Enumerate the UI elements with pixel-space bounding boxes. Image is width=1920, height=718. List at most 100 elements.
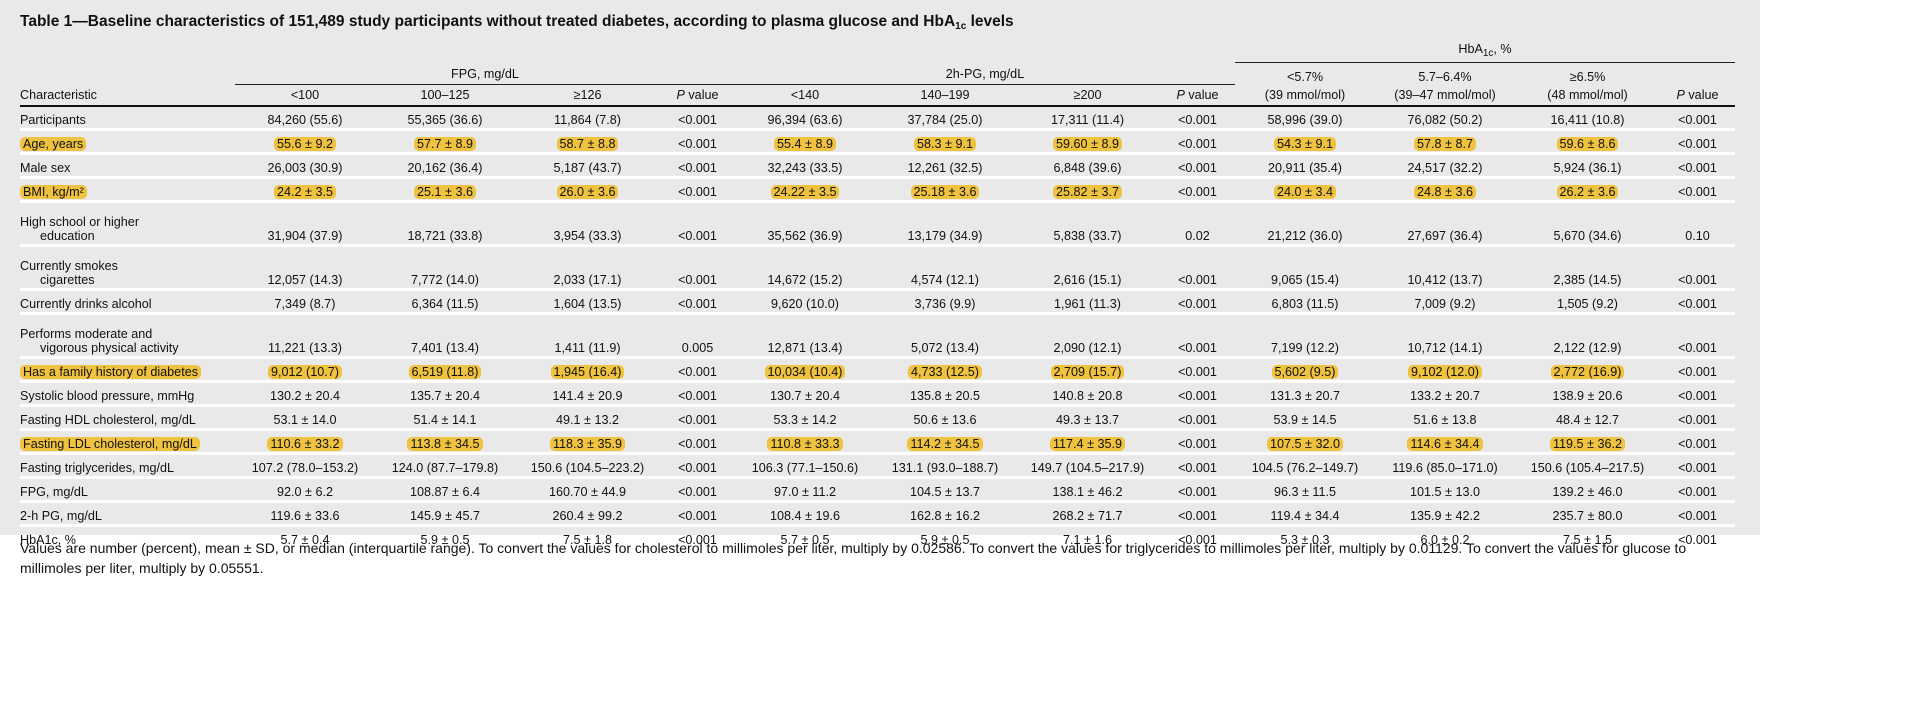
row-label-text: Fasting triglycerides, mg/dL [20,461,174,475]
value-cell: 12,057 (14.3) [235,244,375,290]
p-value-cell: <0.001 [660,500,735,526]
cell-text: 96,394 (63.6) [767,113,843,127]
value-cell: 4,733 (12.5) [875,356,1015,382]
value-cell: 10,712 (14.1) [1375,312,1515,358]
row-label: Male sex [20,152,235,178]
row-label: Fasting LDL cholesterol, mg/dL [20,428,235,454]
cell-text: 0.02 [1185,229,1210,243]
value-cell: 1,604 (13.5) [515,288,660,314]
cell-text: 37,784 (25.0) [907,113,983,127]
value-cell: 135.7 ± 20.4 [375,380,515,406]
col-pg-0: <140 [735,84,875,107]
value-cell: 21,212 (36.0) [1235,200,1375,246]
col-hba-0-line2: (39 mmol/mol) [1235,84,1375,107]
value-cell: 27,697 (36.4) [1375,200,1515,246]
value-cell: 59.6 ± 8.6 [1515,128,1660,154]
value-cell: 35,562 (36.9) [735,200,875,246]
table-panel: Table 1—Baseline characteristics of 151,… [0,0,1760,576]
cell-text: 92.0 ± 6.2 [277,485,333,499]
cell-text: <0.001 [1678,365,1717,379]
cell-text: <0.001 [678,533,717,547]
cell-text: 24,517 (32.2) [1407,161,1483,175]
cell-text: 140.8 ± 20.8 [1052,389,1123,403]
value-cell: 117.4 ± 35.9 [1015,428,1160,454]
value-cell: 55.4 ± 8.9 [735,128,875,154]
value-cell: 130.2 ± 20.4 [235,380,375,406]
value-cell: 135.9 ± 42.2 [1375,500,1515,526]
value-cell: 24.0 ± 3.4 [1235,176,1375,202]
cell-text: 118.3 ± 35.9 [549,437,625,451]
cell-text: 113.8 ± 34.5 [407,437,483,451]
cell-text: 54.3 ± 9.1 [1274,137,1336,151]
row-label-text: Currently drinks alcohol [20,297,152,311]
cell-text: 10,034 (10.4) [764,365,846,379]
cell-text: 6,803 (11.5) [1271,297,1339,311]
value-cell: 124.0 (87.7–179.8) [375,452,515,478]
cell-text: 4,733 (12.5) [908,365,982,379]
value-cell: 51.4 ± 14.1 [375,404,515,430]
value-cell: 119.6 ± 33.6 [235,500,375,526]
value-cell: 135.8 ± 20.5 [875,380,1015,406]
value-cell: 59.60 ± 8.9 [1015,128,1160,154]
cell-text: 135.7 ± 20.4 [410,389,480,403]
cell-text: 7,401 (13.4) [411,341,479,355]
cell-text: 108.87 ± 6.4 [410,485,480,499]
value-cell: 7,349 (8.7) [235,288,375,314]
value-cell: 138.9 ± 20.6 [1515,380,1660,406]
value-cell: 145.9 ± 45.7 [375,500,515,526]
cell-text: 135.8 ± 20.5 [910,389,980,403]
cell-text: <0.001 [1178,185,1217,199]
value-cell: 2,772 (16.9) [1515,356,1660,382]
value-cell: 5.7 ± 0.4 [235,524,375,548]
row-label: Currently smokes cigarettes [20,244,235,290]
value-cell: 108.87 ± 6.4 [375,476,515,502]
row-label: Fasting HDL cholesterol, mg/dL [20,404,235,430]
cell-text: 131.3 ± 20.7 [1270,389,1340,403]
value-cell: 104.5 ± 13.7 [875,476,1015,502]
table-row: FPG, mg/dL 92.0 ± 6.2 108.87 ± 6.4 160.70 ±… [20,476,1735,502]
value-cell: 104.5 (76.2–149.7) [1235,452,1375,478]
cell-text: 25.18 ± 3.6 [910,185,980,199]
row-label: Age, years [20,128,235,154]
col-hba-2-line2: (48 mmol/mol) [1515,84,1660,107]
cell-text: 10,712 (14.1) [1407,341,1483,355]
group-fpg: FPG, mg/dL [235,62,735,85]
p-value-cell: <0.001 [660,380,735,406]
value-cell: 48.4 ± 12.7 [1515,404,1660,430]
cell-text: 5,602 (9.5) [1271,365,1339,379]
cell-text: 2,772 (16.9) [1550,365,1625,379]
value-cell: 119.4 ± 34.4 [1235,500,1375,526]
value-cell: 149.7 (104.5–217.9) [1015,452,1160,478]
cell-text: <0.001 [678,509,717,523]
value-cell: 2,033 (17.1) [515,244,660,290]
value-cell: 6,848 (39.6) [1015,152,1160,178]
value-cell: 1,505 (9.2) [1515,288,1660,314]
cell-text: <0.001 [1178,297,1217,311]
p-value-cell: <0.001 [1160,152,1235,178]
value-cell: 26,003 (30.9) [235,152,375,178]
cell-text: 21,212 (36.0) [1267,229,1343,243]
cell-text: 26,003 (30.9) [267,161,343,175]
cell-text: 114.6 ± 34.4 [1407,437,1483,451]
cell-text: <0.001 [1678,437,1717,451]
col-fpg-2: ≥126 [515,84,660,107]
table-footnote: Values are number (percent), mean ± SD, … [20,540,1687,576]
value-cell: 58,996 (39.0) [1235,106,1375,130]
cell-text: 58,996 (39.0) [1267,113,1343,127]
cell-text: 5.3 ± 0.3 [1280,533,1330,547]
row-label-text: Systolic blood pressure, mmHg [20,389,195,403]
col-pg-p-value: P value [1160,84,1235,107]
value-cell: 5,924 (36.1) [1515,152,1660,178]
row-label-text: Male sex [20,161,71,175]
cell-text: 1,945 (16.4) [550,365,625,379]
row-label: FPG, mg/dL [20,476,235,502]
cell-text: 49.3 ± 13.7 [1056,413,1119,427]
cell-text: 13,179 (34.9) [907,229,983,243]
cell-text: <0.001 [678,461,717,475]
value-cell: 107.5 ± 32.0 [1235,428,1375,454]
value-cell: 49.3 ± 13.7 [1015,404,1160,430]
value-cell: 3,954 (33.3) [515,200,660,246]
col-hba-1-line1: <5.7% [1286,70,1324,84]
cell-text: 141.4 ± 20.9 [552,389,623,403]
cell-text: 25.1 ± 3.6 [414,185,476,199]
